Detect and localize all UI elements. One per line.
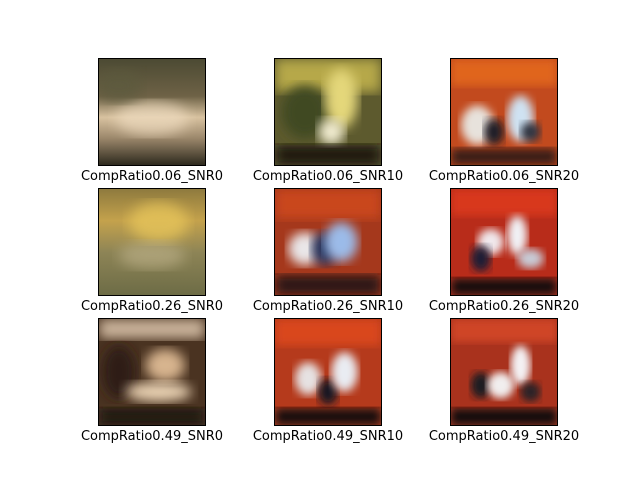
panel-caption: CompRatio0.06_SNR20 <box>428 169 580 184</box>
reconstructed-image <box>274 188 382 296</box>
reconstructed-image <box>98 58 206 166</box>
panel-caption: CompRatio0.49_SNR0 <box>80 429 224 444</box>
reconstructed-image <box>274 318 382 426</box>
panel-caption: CompRatio0.49_SNR20 <box>428 429 580 444</box>
panel-caption: CompRatio0.26_SNR0 <box>80 299 224 314</box>
panel-caption: CompRatio0.26_SNR10 <box>252 299 404 314</box>
reconstructed-image <box>450 318 558 426</box>
panel-caption: CompRatio0.26_SNR20 <box>428 299 580 314</box>
panel-caption: CompRatio0.06_SNR0 <box>80 169 224 184</box>
panel-caption: CompRatio0.49_SNR10 <box>252 429 404 444</box>
reconstructed-image <box>98 188 206 296</box>
reconstructed-image <box>274 58 382 166</box>
reconstructed-image <box>450 188 558 296</box>
reconstructed-image <box>98 318 206 426</box>
panel-caption: CompRatio0.06_SNR10 <box>252 169 404 184</box>
reconstructed-image <box>450 58 558 166</box>
